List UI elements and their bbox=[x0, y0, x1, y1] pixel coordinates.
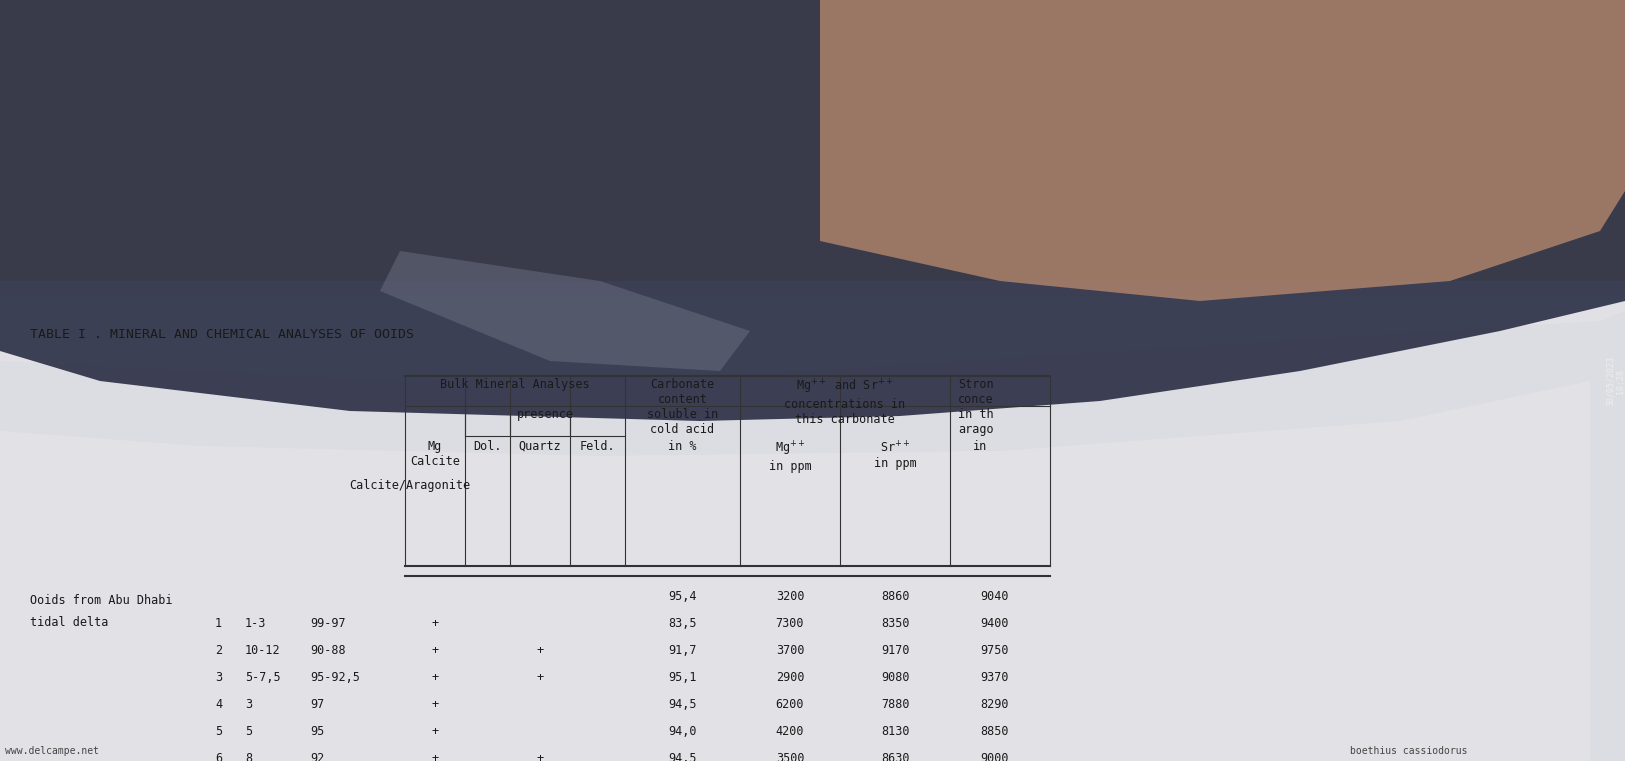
Text: +: + bbox=[536, 671, 543, 684]
Text: 95,4: 95,4 bbox=[668, 590, 697, 603]
Text: 8850: 8850 bbox=[980, 725, 1009, 738]
Text: boethius cassiodorus: boethius cassiodorus bbox=[1350, 746, 1467, 756]
Text: 3: 3 bbox=[245, 698, 252, 711]
Text: 9370: 9370 bbox=[980, 671, 1009, 684]
Text: Feld.: Feld. bbox=[580, 440, 616, 453]
Text: 83,5: 83,5 bbox=[668, 617, 697, 630]
Text: 94,0: 94,0 bbox=[668, 725, 697, 738]
Text: 2: 2 bbox=[214, 644, 223, 657]
Text: +: + bbox=[536, 644, 543, 657]
Text: 91,7: 91,7 bbox=[668, 644, 697, 657]
Text: +: + bbox=[432, 725, 439, 738]
Text: 9080: 9080 bbox=[881, 671, 910, 684]
Text: +: + bbox=[432, 617, 439, 630]
Text: 9000: 9000 bbox=[980, 752, 1009, 761]
Text: 9750: 9750 bbox=[980, 644, 1009, 657]
Text: Stron
conce
in th
arago: Stron conce in th arago bbox=[959, 378, 993, 436]
Text: 4: 4 bbox=[214, 698, 223, 711]
Text: tidal delta: tidal delta bbox=[29, 616, 109, 629]
Text: 7300: 7300 bbox=[775, 617, 804, 630]
Text: 92: 92 bbox=[310, 752, 325, 761]
Text: +: + bbox=[536, 752, 543, 761]
Text: 30/05/2023: 30/05/2023 bbox=[1606, 356, 1615, 406]
Text: 99-97: 99-97 bbox=[310, 617, 346, 630]
Text: 6: 6 bbox=[214, 752, 223, 761]
Text: 6200: 6200 bbox=[775, 698, 804, 711]
Text: Calcite/Aragonite: Calcite/Aragonite bbox=[349, 479, 471, 492]
Polygon shape bbox=[0, 0, 1625, 581]
Text: 5: 5 bbox=[245, 725, 252, 738]
Text: presence: presence bbox=[517, 408, 574, 421]
Text: 90-88: 90-88 bbox=[310, 644, 346, 657]
Text: 1-3: 1-3 bbox=[245, 617, 266, 630]
Text: Ooids from Abu Dhabi: Ooids from Abu Dhabi bbox=[29, 594, 172, 607]
Text: 8290: 8290 bbox=[980, 698, 1009, 711]
Text: 10:28: 10:28 bbox=[1615, 368, 1625, 393]
Text: 4200: 4200 bbox=[775, 725, 804, 738]
Text: Sr$^{++}$
in ppm: Sr$^{++}$ in ppm bbox=[874, 440, 916, 470]
Text: 7880: 7880 bbox=[881, 698, 910, 711]
Polygon shape bbox=[821, 0, 1625, 301]
Text: 95: 95 bbox=[310, 725, 325, 738]
Text: 94,5: 94,5 bbox=[668, 752, 697, 761]
Text: 9400: 9400 bbox=[980, 617, 1009, 630]
Text: 8860: 8860 bbox=[881, 590, 910, 603]
Text: 3700: 3700 bbox=[775, 644, 804, 657]
Text: 95,1: 95,1 bbox=[668, 671, 697, 684]
Polygon shape bbox=[0, 311, 1625, 761]
Polygon shape bbox=[0, 381, 1589, 761]
Text: 8350: 8350 bbox=[881, 617, 910, 630]
Text: 95-92,5: 95-92,5 bbox=[310, 671, 359, 684]
Text: Quartz: Quartz bbox=[518, 440, 561, 453]
Bar bbox=[0, 0, 1625, 281]
Text: Mg
Calcite: Mg Calcite bbox=[410, 440, 460, 468]
Text: Bulk Mineral Analyses: Bulk Mineral Analyses bbox=[440, 378, 590, 391]
Text: 94,5: 94,5 bbox=[668, 698, 697, 711]
Text: 3500: 3500 bbox=[775, 752, 804, 761]
Text: 3: 3 bbox=[214, 671, 223, 684]
Text: +: + bbox=[432, 752, 439, 761]
Text: Carbonate
content
soluble in
cold acid: Carbonate content soluble in cold acid bbox=[647, 378, 718, 436]
Text: 9040: 9040 bbox=[980, 590, 1009, 603]
Text: www.delcampe.net: www.delcampe.net bbox=[5, 746, 99, 756]
Text: +: + bbox=[432, 698, 439, 711]
Text: 5-7,5: 5-7,5 bbox=[245, 671, 281, 684]
Text: Dol.: Dol. bbox=[473, 440, 502, 453]
Text: 1: 1 bbox=[214, 617, 223, 630]
Text: 8130: 8130 bbox=[881, 725, 910, 738]
Text: in: in bbox=[973, 440, 986, 453]
Text: 9170: 9170 bbox=[881, 644, 910, 657]
Text: 2900: 2900 bbox=[775, 671, 804, 684]
Text: TABLE I . MINERAL AND CHEMICAL ANALYSES OF OOIDS: TABLE I . MINERAL AND CHEMICAL ANALYSES … bbox=[29, 328, 414, 341]
Text: 3200: 3200 bbox=[775, 590, 804, 603]
Text: 97: 97 bbox=[310, 698, 325, 711]
Text: Mg$^{++}$
in ppm: Mg$^{++}$ in ppm bbox=[769, 440, 811, 473]
Text: +: + bbox=[432, 644, 439, 657]
Polygon shape bbox=[0, 0, 1625, 421]
Text: Mg$^{++}$ and Sr$^{++}$
concentrations in
this carbonate: Mg$^{++}$ and Sr$^{++}$ concentrations i… bbox=[785, 378, 905, 426]
Text: +: + bbox=[432, 671, 439, 684]
Polygon shape bbox=[380, 251, 751, 371]
Text: 10-12: 10-12 bbox=[245, 644, 281, 657]
Text: 8630: 8630 bbox=[881, 752, 910, 761]
Text: 5: 5 bbox=[214, 725, 223, 738]
Text: in %: in % bbox=[668, 440, 697, 453]
Text: 8: 8 bbox=[245, 752, 252, 761]
